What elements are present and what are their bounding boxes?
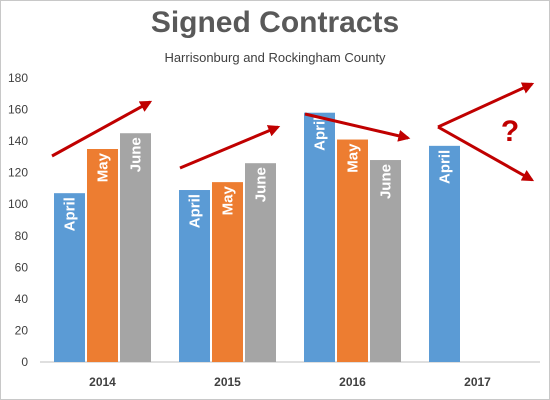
bar-june-2014 [120, 133, 151, 362]
y-tick-label: 80 [15, 229, 29, 243]
y-tick-label: 160 [8, 103, 28, 117]
y-tick-label: 0 [21, 355, 28, 369]
bar-june-2015 [245, 163, 276, 362]
bar-april-2017 [429, 145, 460, 362]
x-tick-label: 2016 [339, 375, 366, 389]
bar-april-2016 [304, 112, 335, 362]
x-axis: 2014 2015 2016 2017 [40, 361, 540, 389]
x-tick-label: 2014 [89, 375, 116, 389]
bar-may-2016 [337, 139, 368, 362]
trend-arrow [437, 125, 535, 182]
y-tick-label: 100 [8, 197, 28, 211]
trend-arrow [437, 82, 535, 129]
trend-arrow [179, 125, 281, 170]
y-tick-label: 140 [8, 134, 28, 148]
bar-label: April [312, 117, 329, 151]
y-tick-label: 20 [15, 323, 29, 337]
bar-label: June [378, 164, 395, 199]
bar-label: June [128, 137, 145, 172]
y-tick-label: 120 [8, 166, 28, 180]
bar-label: May [220, 185, 237, 215]
x-tick-label: 2015 [214, 375, 241, 389]
chart-subtitle: Harrisonburg and Rockingham County [164, 50, 386, 65]
question-mark: ? [501, 115, 519, 148]
x-tick-label: 2017 [464, 375, 491, 389]
bars: April April April April May May May June June Jun… [54, 112, 460, 362]
bar-label: May [345, 143, 362, 173]
bar-may-2015 [212, 182, 243, 362]
chart-title: Signed Contracts [150, 6, 400, 39]
bar-label: April [437, 150, 454, 184]
y-tick-label: 60 [15, 260, 29, 274]
y-tick-label: 180 [8, 71, 28, 85]
bar-label: April [62, 197, 79, 231]
bar-april-2015 [179, 190, 210, 362]
y-axis: 0 20 40 60 80 100 120 140 160 180 [8, 71, 28, 369]
bar-label: April [187, 194, 204, 228]
bar-label: May [95, 152, 112, 182]
trend-arrow [51, 100, 153, 158]
y-tick-label: 40 [15, 292, 29, 306]
trend-arrow [304, 112, 411, 142]
bar-may-2014 [87, 149, 118, 362]
bar-april-2014 [54, 193, 85, 362]
bar-label: June [253, 167, 270, 202]
trend-annotations: ? [51, 82, 535, 182]
bar-june-2016 [370, 160, 401, 362]
